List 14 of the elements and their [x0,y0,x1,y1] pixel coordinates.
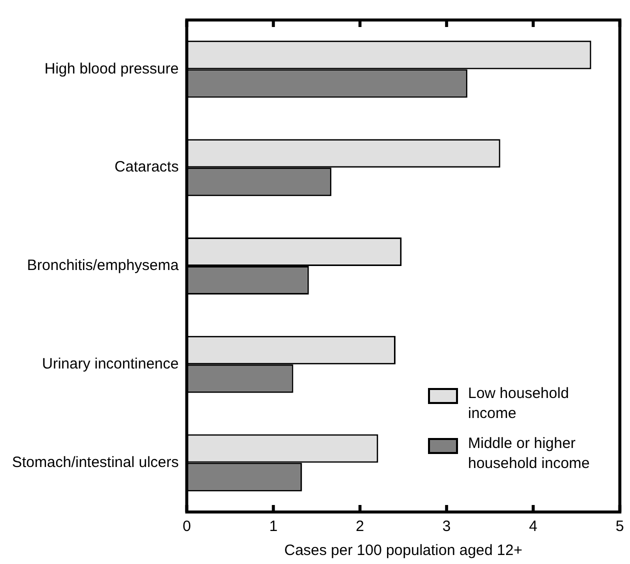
legend-label: Middle or higher household income [468,434,591,474]
y-tick-label: Bronchitis/emphysema [27,257,180,274]
y-tick-label: High blood pressure [44,60,179,78]
x-axis-title: Cases per 100 population aged 12+ [284,542,523,560]
x-tick-label: 5 [616,518,624,536]
x-tick-label: 0 [182,518,191,536]
x-tick-label: 3 [442,518,451,536]
y-tick-label: Urinary incontinence [42,356,179,373]
y-tick-label: Cataracts [114,158,179,176]
x-tick-label: 2 [356,518,364,536]
x-tick-label: 4 [529,518,538,536]
x-tick-label: 1 [269,518,278,536]
y-tick-label: Stomach/intestinal ulcers [12,454,179,471]
legend-label: Low household income [468,384,570,424]
